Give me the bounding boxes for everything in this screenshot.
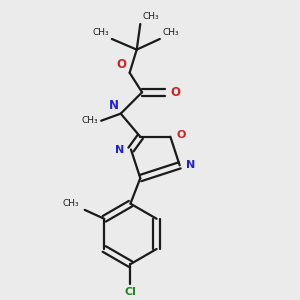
Text: O: O [170, 86, 181, 99]
Text: CH₃: CH₃ [163, 28, 179, 37]
Text: CH₃: CH₃ [63, 199, 80, 208]
Text: Cl: Cl [124, 287, 136, 297]
Text: CH₃: CH₃ [92, 28, 109, 37]
Text: O: O [177, 130, 186, 140]
Text: CH₃: CH₃ [82, 116, 98, 125]
Text: O: O [116, 58, 126, 71]
Text: CH₃: CH₃ [142, 12, 159, 21]
Text: N: N [115, 145, 124, 154]
Text: N: N [109, 99, 119, 112]
Text: N: N [186, 160, 195, 170]
